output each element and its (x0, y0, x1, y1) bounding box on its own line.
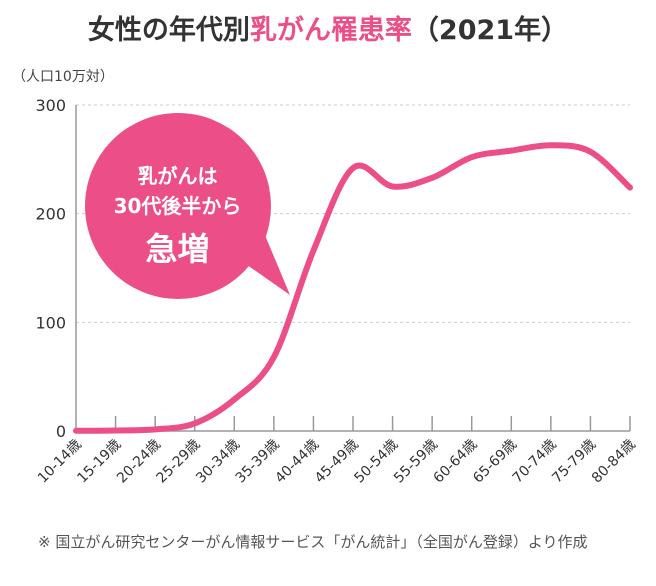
title-highlight: 乳がん罹患率 (249, 15, 412, 46)
annotation-line1: 乳がんは (137, 164, 218, 188)
y-tick-label: 0 (56, 422, 66, 441)
annotation-line3: 急増 (145, 230, 210, 268)
annotation-line2: 30代後半から (113, 194, 242, 218)
y-tick-label: 100 (35, 313, 66, 332)
title-prefix: 女性の年代別 (87, 15, 250, 46)
x-tick-label: 80-84歳 (589, 437, 639, 487)
data-line (73, 142, 633, 434)
title-suffix: （2021年） (411, 15, 569, 46)
chart-title: 女性の年代別乳がん罹患率（2021年） (0, 8, 656, 47)
y-axis-unit: （人口10万対） (12, 69, 114, 85)
bubble-body (85, 113, 271, 299)
y-tick-label: 300 (35, 96, 66, 115)
annotation-bubble: 乳がんは 30代後半から 急増 (85, 120, 270, 290)
footnote: ※ 国立がん研究センターがん情報サービス「がん統計」（全国がん登録）より作成 (38, 533, 588, 551)
y-tick-label: 200 (35, 205, 66, 224)
